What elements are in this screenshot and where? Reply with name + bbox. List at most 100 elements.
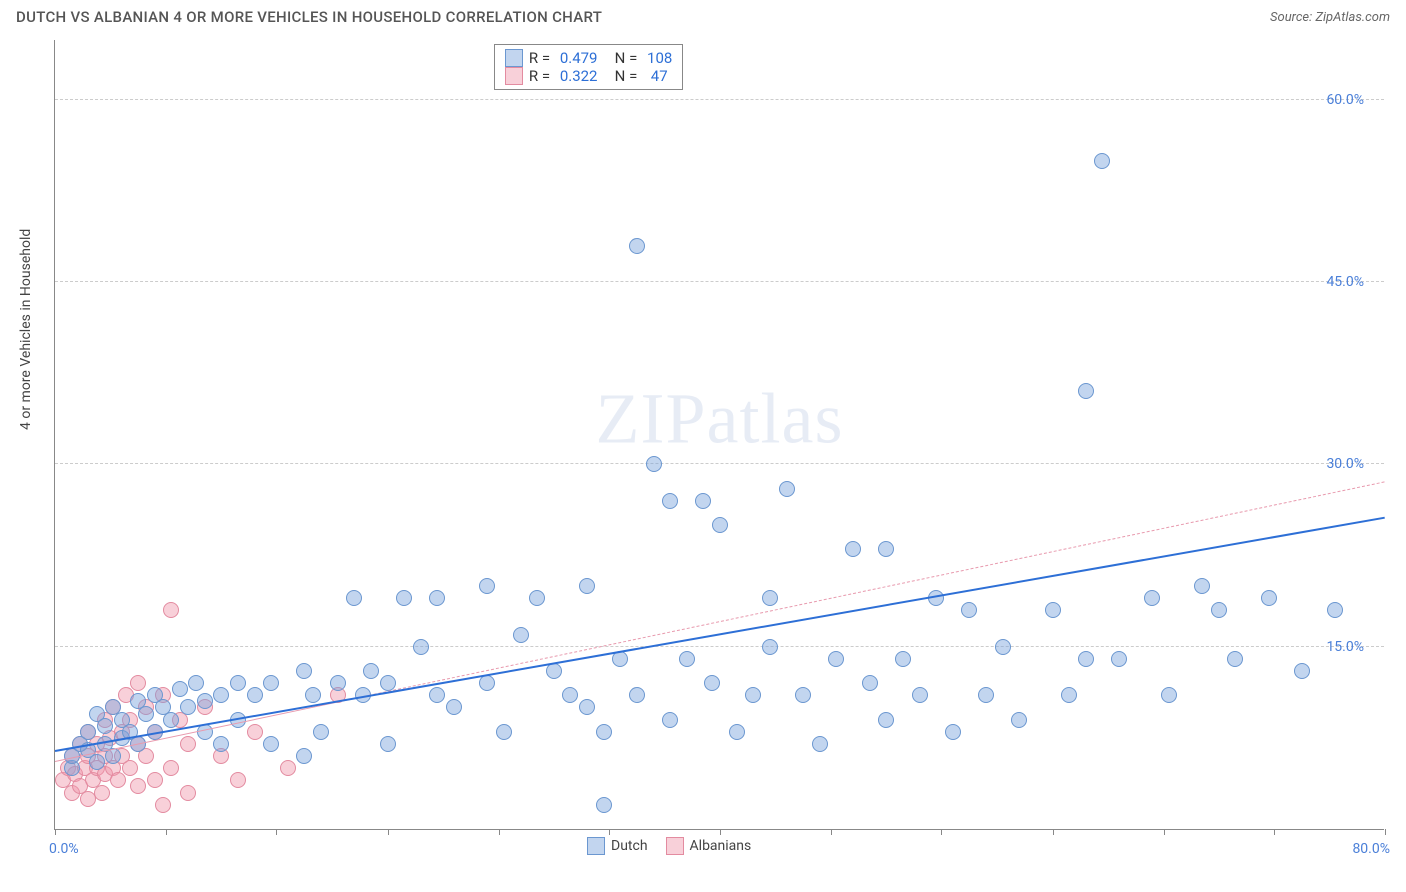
scatter-point-dutch bbox=[1227, 651, 1243, 667]
scatter-point-dutch bbox=[596, 797, 612, 813]
scatter-point-dutch bbox=[197, 693, 213, 709]
scatter-point-dutch bbox=[529, 590, 545, 606]
scatter-point-dutch bbox=[413, 639, 429, 655]
scatter-point-dutch bbox=[878, 712, 894, 728]
stats-legend-row: R = 0.479 N = 108 bbox=[505, 49, 672, 67]
scatter-point-dutch bbox=[1111, 651, 1127, 667]
stats-legend: R = 0.479 N = 108R = 0.322 N = 47 bbox=[494, 44, 683, 90]
chart-title: DUTCH VS ALBANIAN 4 OR MORE VEHICLES IN … bbox=[16, 8, 602, 26]
scatter-point-albanians bbox=[130, 778, 146, 794]
scatter-point-dutch bbox=[346, 590, 362, 606]
scatter-point-dutch bbox=[213, 736, 229, 752]
scatter-point-albanians bbox=[130, 675, 146, 691]
legend-swatch bbox=[505, 67, 523, 85]
scatter-point-dutch bbox=[479, 675, 495, 691]
x-tick bbox=[1164, 829, 1165, 835]
legend-swatch bbox=[587, 837, 605, 855]
legend-label: Albanians bbox=[690, 838, 752, 854]
scatter-point-albanians bbox=[163, 760, 179, 776]
scatter-point-dutch bbox=[662, 493, 678, 509]
scatter-point-dutch bbox=[80, 724, 96, 740]
x-max-label: 80.0% bbox=[1352, 841, 1390, 857]
x-tick bbox=[720, 829, 721, 835]
scatter-point-dutch bbox=[247, 687, 263, 703]
scatter-point-albanians bbox=[280, 760, 296, 776]
scatter-point-dutch bbox=[1261, 590, 1277, 606]
scatter-point-dutch bbox=[1094, 153, 1110, 169]
legend-label: Dutch bbox=[611, 838, 648, 854]
scatter-point-dutch bbox=[762, 639, 778, 655]
x-tick bbox=[941, 829, 942, 835]
scatter-point-dutch bbox=[795, 687, 811, 703]
scatter-point-dutch bbox=[695, 493, 711, 509]
x-tick bbox=[1274, 829, 1275, 835]
y-axis-label: 4 or more Vehicles in Household bbox=[18, 229, 34, 430]
scatter-point-dutch bbox=[562, 687, 578, 703]
scatter-point-albanians bbox=[163, 602, 179, 618]
x-tick bbox=[831, 829, 832, 835]
scatter-point-dutch bbox=[1194, 578, 1210, 594]
scatter-point-dutch bbox=[912, 687, 928, 703]
scatter-point-dutch bbox=[429, 687, 445, 703]
scatter-point-dutch bbox=[679, 651, 695, 667]
scatter-point-dutch bbox=[762, 590, 778, 606]
scatter-point-albanians bbox=[230, 772, 246, 788]
scatter-point-dutch bbox=[380, 736, 396, 752]
scatter-point-dutch bbox=[596, 724, 612, 740]
scatter-point-albanians bbox=[180, 785, 196, 801]
scatter-point-albanians bbox=[155, 797, 171, 813]
scatter-point-dutch bbox=[629, 238, 645, 254]
x-tick bbox=[1053, 829, 1054, 835]
source-attribution: Source: ZipAtlas.com bbox=[1270, 10, 1390, 25]
x-min-label: 0.0% bbox=[49, 841, 79, 857]
scatter-point-dutch bbox=[330, 675, 346, 691]
scatter-point-dutch bbox=[845, 541, 861, 557]
scatter-point-dutch bbox=[496, 724, 512, 740]
scatter-point-dutch bbox=[945, 724, 961, 740]
x-tick bbox=[499, 829, 500, 835]
scatter-point-dutch bbox=[513, 627, 529, 643]
scatter-point-dutch bbox=[1161, 687, 1177, 703]
scatter-point-dutch bbox=[446, 699, 462, 715]
legend-swatch bbox=[505, 49, 523, 67]
scatter-point-dutch bbox=[1011, 712, 1027, 728]
x-tick bbox=[1385, 829, 1386, 835]
scatter-point-dutch bbox=[995, 639, 1011, 655]
scatter-point-dutch bbox=[895, 651, 911, 667]
scatter-point-dutch bbox=[828, 651, 844, 667]
scatter-point-dutch bbox=[172, 681, 188, 697]
scatter-point-dutch bbox=[961, 602, 977, 618]
scatter-point-dutch bbox=[263, 675, 279, 691]
scatter-point-dutch bbox=[812, 736, 828, 752]
scatter-point-dutch bbox=[429, 590, 445, 606]
scatter-point-dutch bbox=[89, 754, 105, 770]
scatter-point-dutch bbox=[745, 687, 761, 703]
source-link[interactable]: ZipAtlas.com bbox=[1315, 10, 1390, 25]
scatter-point-dutch bbox=[662, 712, 678, 728]
scatter-point-albanians bbox=[247, 724, 263, 740]
scatter-point-dutch bbox=[263, 736, 279, 752]
scatter-point-dutch bbox=[978, 687, 994, 703]
scatter-point-dutch bbox=[1294, 663, 1310, 679]
scatter-point-dutch bbox=[579, 578, 595, 594]
gridline bbox=[55, 463, 1384, 464]
scatter-point-dutch bbox=[396, 590, 412, 606]
x-tick bbox=[276, 829, 277, 835]
gridline bbox=[55, 281, 1384, 282]
scatter-point-dutch bbox=[1078, 383, 1094, 399]
scatter-point-dutch bbox=[629, 687, 645, 703]
scatter-point-dutch bbox=[138, 706, 154, 722]
scatter-point-dutch bbox=[296, 663, 312, 679]
legend-item: Dutch bbox=[587, 837, 648, 855]
scatter-point-dutch bbox=[1078, 651, 1094, 667]
scatter-point-dutch bbox=[313, 724, 329, 740]
y-tick-label: 30.0% bbox=[1326, 456, 1364, 472]
scatter-point-dutch bbox=[296, 748, 312, 764]
x-tick bbox=[55, 829, 56, 835]
scatter-point-dutch bbox=[579, 699, 595, 715]
scatter-point-dutch bbox=[479, 578, 495, 594]
scatter-point-dutch bbox=[305, 687, 321, 703]
trend-line bbox=[354, 482, 1385, 700]
scatter-point-albanians bbox=[94, 785, 110, 801]
scatter-point-dutch bbox=[1144, 590, 1160, 606]
